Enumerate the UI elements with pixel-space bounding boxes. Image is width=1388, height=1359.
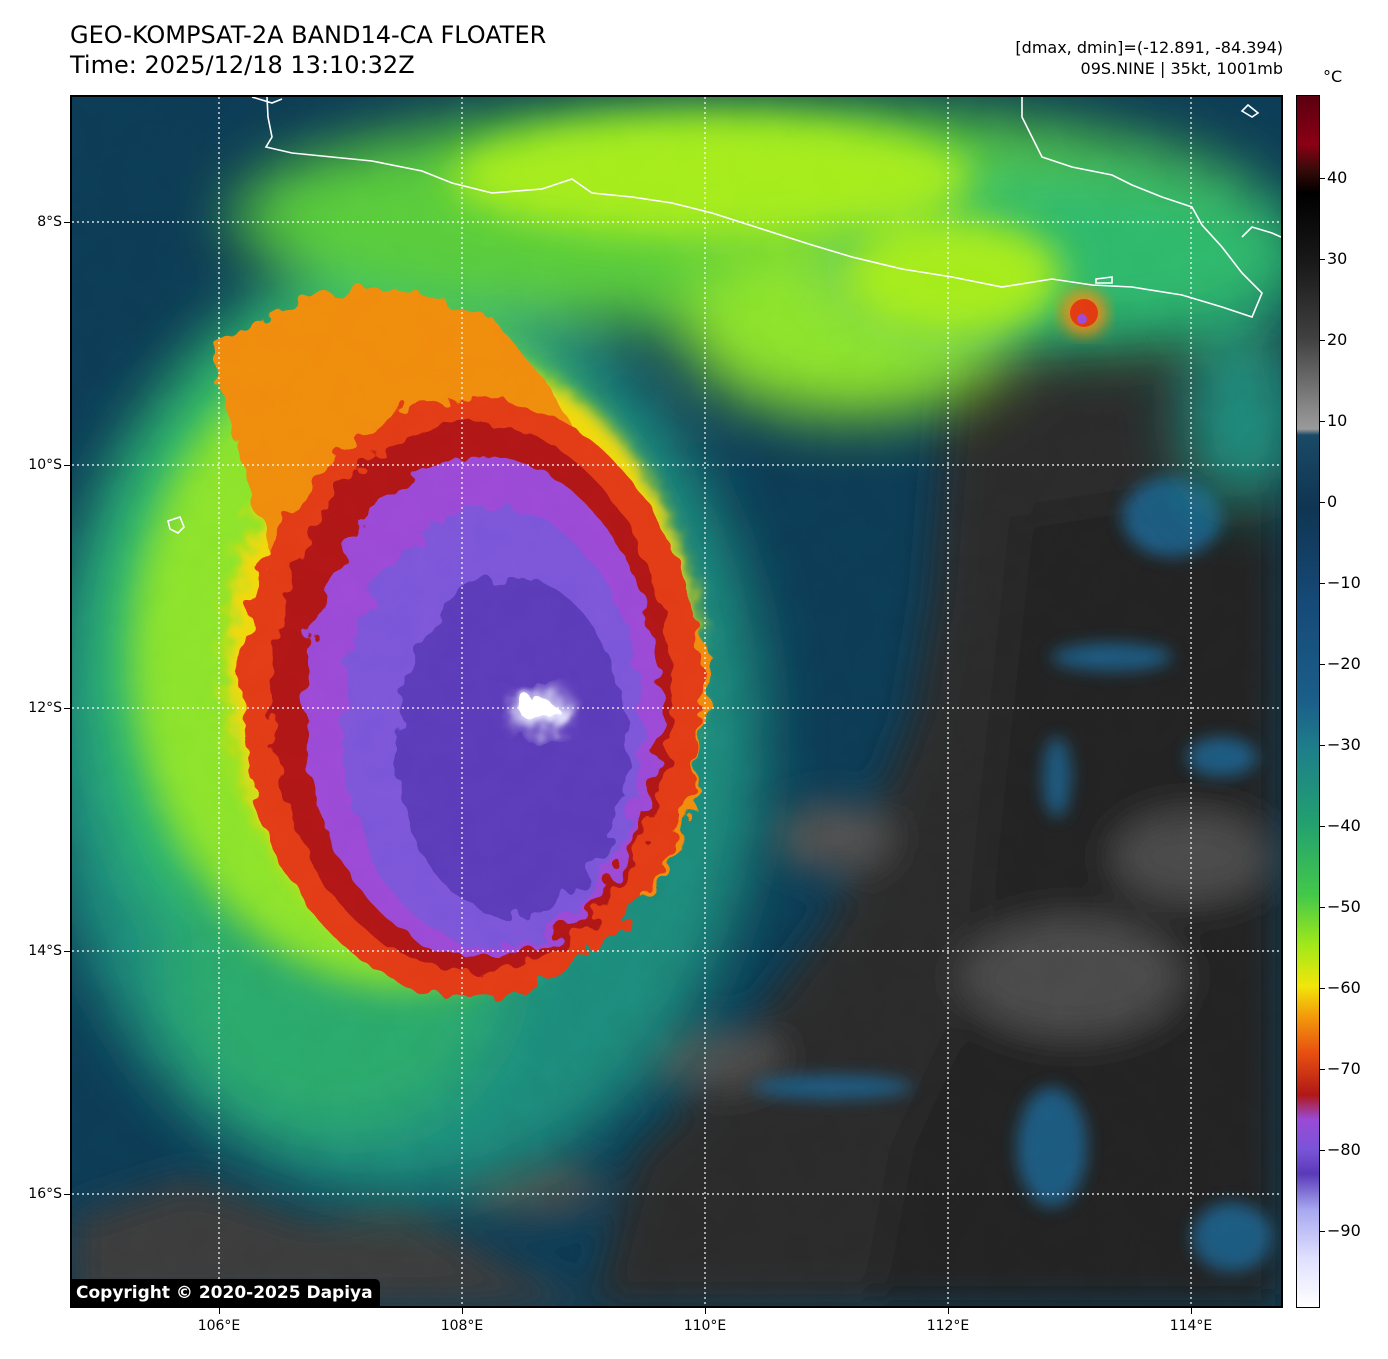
lat-tick — [64, 222, 70, 223]
colorbar-unit: °C — [1323, 67, 1343, 86]
colorbar-tick — [1320, 988, 1325, 989]
colorbar-tick — [1320, 664, 1325, 665]
colorbar-label: 30 — [1327, 249, 1348, 268]
colorbar-tick — [1320, 340, 1325, 341]
storm-identity: 09S.NINE | 35kt, 1001mb — [1080, 59, 1283, 78]
colorbar-tick — [1320, 907, 1325, 908]
colorbar-label: 10 — [1327, 411, 1348, 430]
colorbar-tick — [1320, 745, 1325, 746]
lon-tick — [948, 1308, 949, 1314]
lon-label: 108°E — [440, 1318, 484, 1334]
colorbar-label: 0 — [1327, 492, 1338, 511]
lon-tick — [462, 1308, 463, 1314]
lon-tick — [219, 1308, 220, 1314]
lon-label: 112°E — [926, 1318, 970, 1334]
coastlines — [167, 97, 1281, 534]
colorbar-tick — [1320, 421, 1325, 422]
lat-tick — [64, 708, 70, 709]
colorbar-label: −30 — [1327, 735, 1361, 754]
java-coastline — [251, 97, 1263, 318]
temperature-colorbar — [1296, 95, 1320, 1308]
colorbar-label: −60 — [1327, 978, 1361, 997]
lon-label: 106°E — [197, 1318, 241, 1334]
colorbar-tick — [1320, 259, 1325, 260]
colorbar-label: −70 — [1327, 1059, 1361, 1078]
temperature-range: [dmax, dmin]=(-12.891, -84.394) — [1015, 38, 1283, 57]
lon-label: 114°E — [1169, 1318, 1213, 1334]
colorbar-tick — [1320, 178, 1325, 179]
lat-tick — [64, 951, 70, 952]
copyright-notice: Copyright © 2020-2025 Dapiya — [70, 1279, 380, 1307]
colorbar-label: −20 — [1327, 654, 1361, 673]
colorbar-label: −80 — [1327, 1140, 1361, 1159]
lat-tick — [64, 465, 70, 466]
satellite-imagery — [72, 97, 1281, 1306]
lat-tick — [64, 1194, 70, 1195]
lon-tick — [705, 1308, 706, 1314]
colorbar-tick — [1320, 1150, 1325, 1151]
colorbar-tick — [1320, 826, 1325, 827]
colorbar-tick — [1320, 1231, 1325, 1232]
colorbar-label: −10 — [1327, 573, 1361, 592]
colorbar-label: −90 — [1327, 1221, 1361, 1240]
storm-info: [dmax, dmin]=(-12.891, -84.394) 09S.NINE… — [1015, 37, 1283, 79]
colorbar-tick — [1320, 583, 1325, 584]
gridlines — [72, 97, 1281, 1306]
title-line-1: GEO-KOMPSAT-2A BAND14-CA FLOATER — [70, 21, 547, 49]
colorbar-tick — [1320, 502, 1325, 503]
colorbar-label: 20 — [1327, 330, 1348, 349]
christmas-island — [167, 516, 185, 534]
colorbar-label: −40 — [1327, 816, 1361, 835]
lon-label: 110°E — [683, 1318, 727, 1334]
satellite-map — [70, 95, 1283, 1308]
colorbar-label: −50 — [1327, 897, 1361, 916]
lat-label: 10°S — [28, 457, 62, 473]
colorbar-label: 40 — [1327, 168, 1348, 187]
figure-title: GEO-KOMPSAT-2A BAND14-CA FLOATER Time: 2… — [70, 20, 546, 80]
title-line-2: Time: 2025/12/18 13:10:32Z — [70, 51, 415, 79]
lat-label: 8°S — [37, 214, 62, 230]
lat-label: 16°S — [28, 1186, 62, 1202]
lon-tick — [1191, 1308, 1192, 1314]
island-coastline — [1095, 103, 1260, 284]
lat-label: 12°S — [28, 700, 62, 716]
bali-coastline — [1241, 226, 1281, 238]
colorbar-tick — [1320, 1069, 1325, 1070]
lat-label: 14°S — [28, 943, 62, 959]
